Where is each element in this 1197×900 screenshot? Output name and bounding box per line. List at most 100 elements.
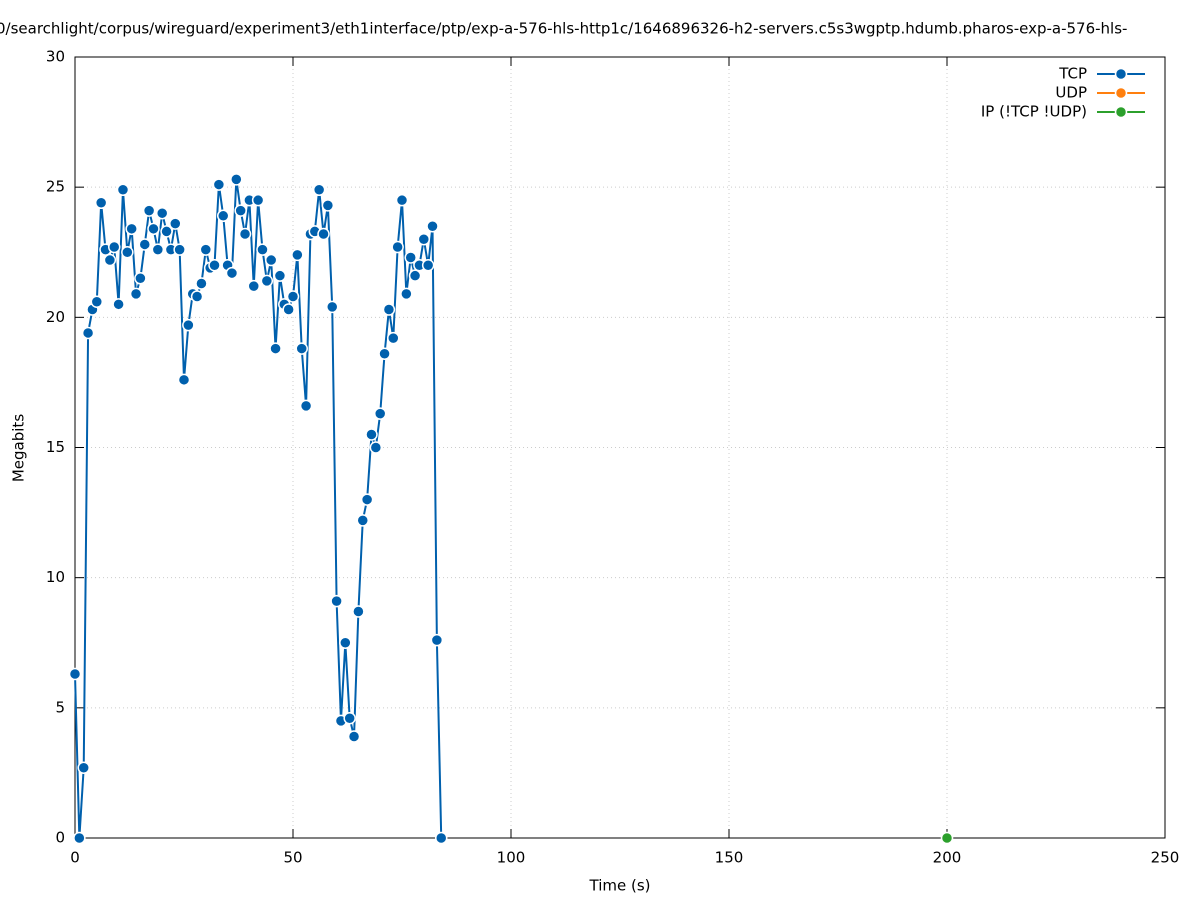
data-point xyxy=(73,831,86,845)
data-point xyxy=(173,243,186,256)
y-axis-label: Megabits xyxy=(10,414,28,482)
x-tick-label: 100 xyxy=(497,849,526,867)
data-point xyxy=(234,204,247,217)
data-point xyxy=(94,196,108,210)
data-point xyxy=(260,274,274,288)
y-tick-label: 25 xyxy=(46,178,65,196)
data-point xyxy=(382,303,396,316)
data-point xyxy=(90,295,104,308)
data-point xyxy=(160,225,173,238)
data-point xyxy=(116,183,130,197)
legend-swatch xyxy=(1114,67,1128,81)
data-point xyxy=(330,594,343,608)
x-tick-label: 0 xyxy=(70,849,80,867)
data-point xyxy=(107,240,121,254)
data-point xyxy=(291,248,304,262)
data-point xyxy=(177,373,191,387)
data-point xyxy=(434,831,448,845)
y-tick-label: 30 xyxy=(46,48,65,66)
data-point xyxy=(391,240,404,254)
data-point xyxy=(256,243,269,256)
data-point xyxy=(400,287,413,301)
legend-label: UDP xyxy=(1055,84,1087,102)
data-point xyxy=(129,287,143,301)
data-point xyxy=(373,407,387,420)
x-axis-label: Time (s) xyxy=(589,877,651,895)
legend-swatch xyxy=(1114,86,1128,100)
data-point xyxy=(225,266,239,280)
series-line xyxy=(74,179,443,839)
data-point xyxy=(426,219,439,233)
data-point xyxy=(195,277,208,290)
y-tick-label: 10 xyxy=(46,568,65,586)
data-point xyxy=(208,259,221,272)
data-point xyxy=(103,253,117,267)
data-point xyxy=(230,173,243,186)
data-point xyxy=(68,667,82,681)
y-tick-label: 20 xyxy=(46,308,65,326)
data-point xyxy=(408,269,422,282)
data-point xyxy=(312,183,326,197)
data-point xyxy=(134,272,147,285)
x-tick-label: 150 xyxy=(715,849,744,867)
y-tick-label: 5 xyxy=(55,698,65,716)
data-point xyxy=(155,206,169,220)
data-point xyxy=(182,318,195,332)
data-point xyxy=(138,238,152,251)
data-point xyxy=(251,193,265,207)
data-point xyxy=(343,711,356,725)
data-point xyxy=(360,493,374,506)
data-point xyxy=(147,222,160,236)
legend-swatch xyxy=(1114,105,1128,119)
plot-frame xyxy=(74,56,1166,839)
data-point xyxy=(387,331,400,345)
x-tick-label: 200 xyxy=(933,849,962,867)
data-point xyxy=(151,243,165,256)
data-point xyxy=(369,441,383,454)
data-point xyxy=(395,193,409,207)
data-point xyxy=(299,399,313,413)
data-point xyxy=(356,514,370,527)
legend-label: IP (!TCP !UDP) xyxy=(981,103,1087,121)
data-point xyxy=(77,761,90,774)
data-point xyxy=(282,303,295,316)
data-point xyxy=(247,279,261,293)
data-point xyxy=(121,246,134,259)
data-point xyxy=(190,290,204,303)
data-point xyxy=(321,199,335,212)
data-point xyxy=(286,290,300,303)
data-point xyxy=(169,217,182,230)
data-point xyxy=(365,428,378,441)
data-point xyxy=(216,209,230,223)
data-point xyxy=(295,342,308,355)
y-tick-label: 15 xyxy=(46,438,65,456)
data-point xyxy=(142,204,156,217)
data-point xyxy=(378,347,391,361)
data-point xyxy=(325,300,339,314)
data-point xyxy=(238,227,252,241)
y-tick-label: 0 xyxy=(55,829,65,847)
data-point xyxy=(199,243,213,256)
chart-title: 0/searchlight/corpus/wireguard/experimen… xyxy=(0,20,1127,38)
data-point xyxy=(81,326,95,340)
data-point xyxy=(264,253,278,267)
x-tick-label: 250 xyxy=(1151,849,1180,867)
data-point xyxy=(273,269,287,282)
data-point xyxy=(352,605,365,618)
data-point xyxy=(404,251,417,264)
data-point xyxy=(417,232,431,246)
data-point xyxy=(421,259,435,272)
data-point xyxy=(212,178,226,191)
data-point xyxy=(125,222,138,236)
x-tick-label: 50 xyxy=(283,849,302,867)
data-point xyxy=(347,730,361,743)
data-point xyxy=(112,298,125,311)
data-point xyxy=(339,636,352,649)
data-point xyxy=(269,342,282,355)
data-point xyxy=(430,633,444,647)
data-point xyxy=(940,831,954,845)
legend-label: TCP xyxy=(1058,65,1087,83)
data-point xyxy=(317,227,330,241)
